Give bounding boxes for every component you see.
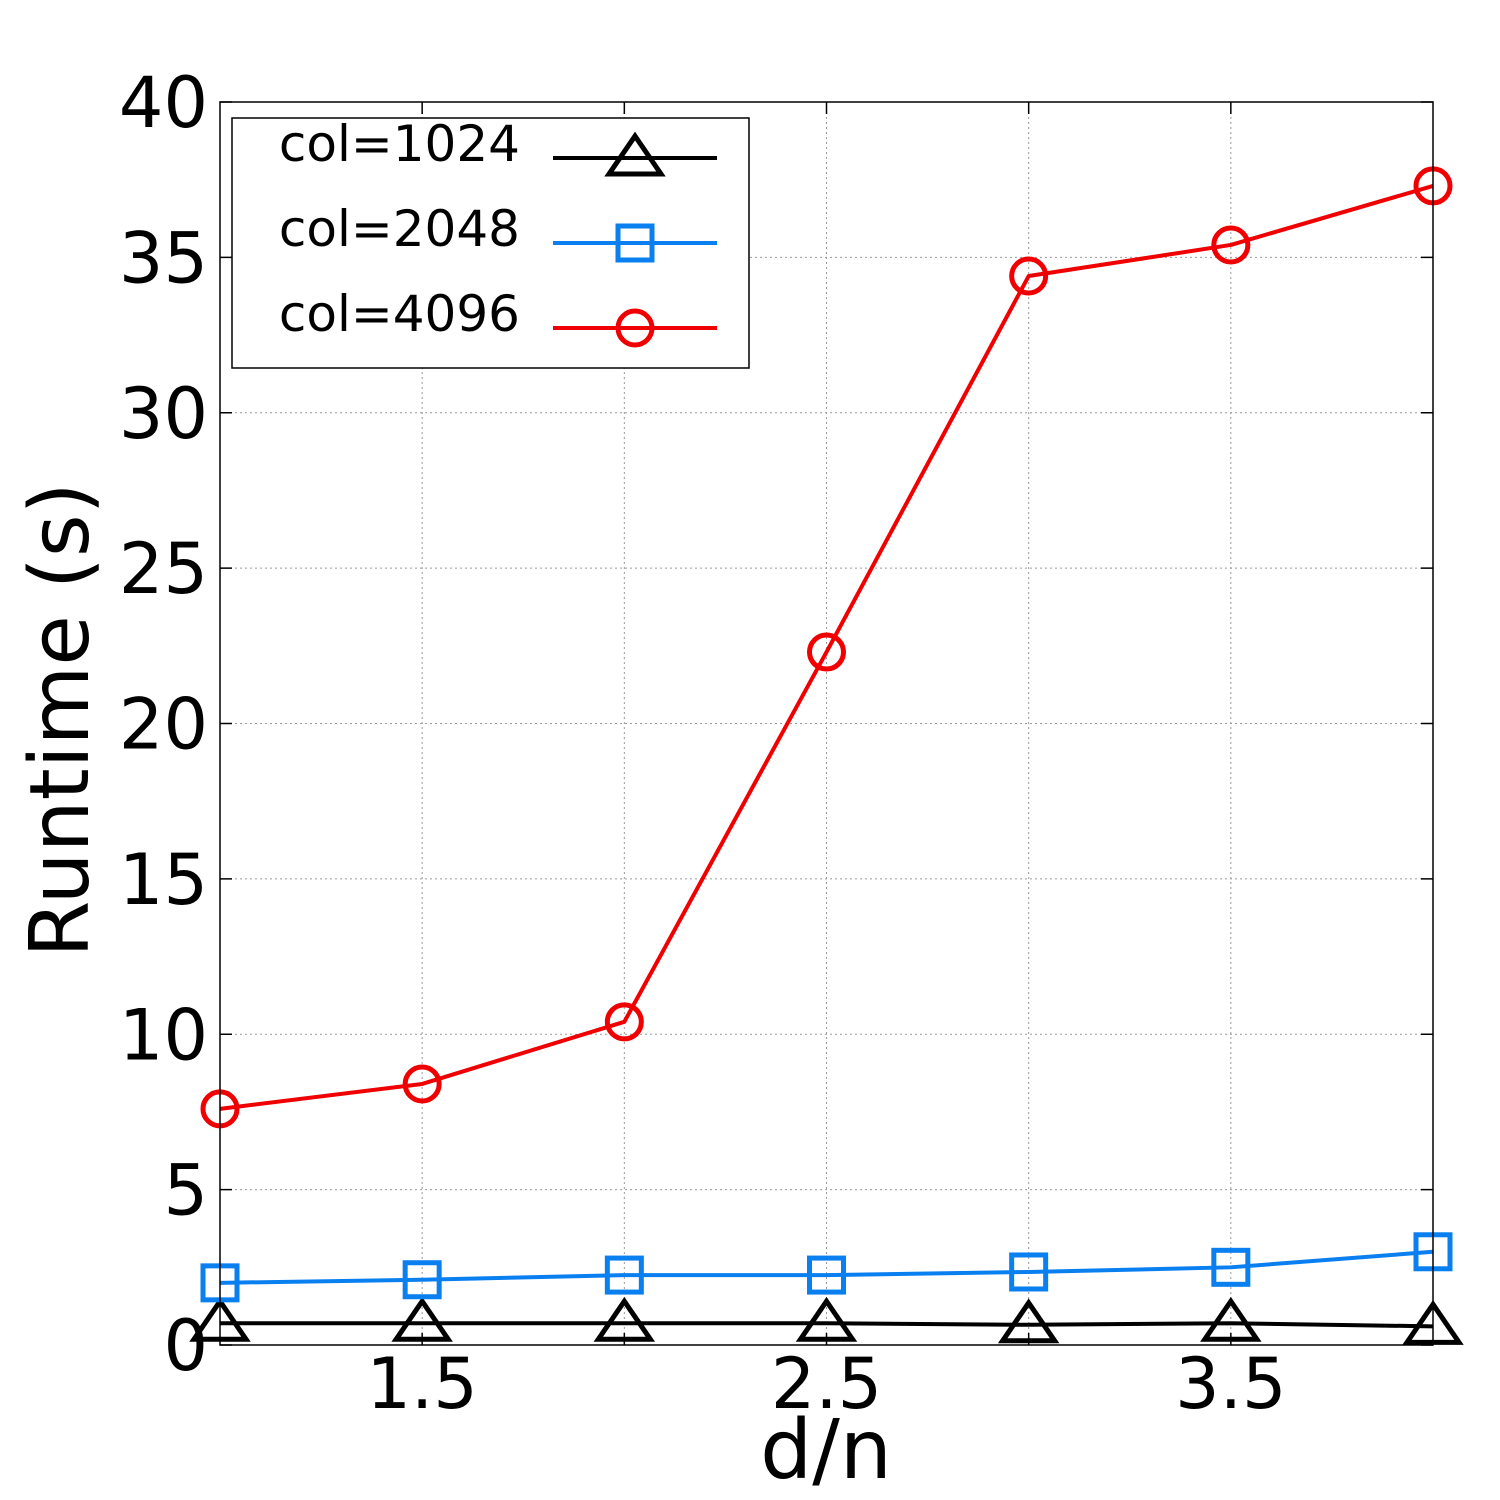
x-axis-title: d/n [760,1403,892,1498]
y-tick-label: 5 [163,1150,208,1232]
square-marker [615,223,655,263]
y-tick-label: 20 [119,684,208,766]
x-tick-label: 3.5 [1175,1343,1286,1425]
circle-marker [604,1002,644,1042]
y-tick-label: 30 [119,373,208,455]
grid [220,102,1433,1345]
y-tick-label: 0 [163,1305,208,1387]
circle-marker [615,308,655,348]
legend: col=1024 col=2048 col=4096 [231,115,750,369]
circle-marker [402,1064,442,1104]
y-tick-label: 10 [119,994,208,1076]
triangle-marker [604,131,666,177]
square-marker [1211,1247,1251,1287]
y-tick-label: 15 [119,839,208,921]
series-line [220,1321,1434,1329]
legend-entry: col=4096 [279,285,717,348]
square-marker [807,1255,846,1295]
square-marker [402,1260,442,1300]
circle-marker [1009,256,1049,296]
y-axis-title: Runtime (s) [13,482,108,957]
y-tick-label: 25 [119,528,208,610]
legend-entry: col=2048 [279,200,717,263]
square-marker [604,1255,644,1295]
legend-entry: col=1024 [279,115,717,177]
circle-marker [807,632,846,672]
ticks: 0 5 10 15 20 25 30 35 40 1.5 2.5 3.5 [119,62,1433,1425]
x-tick-label: 1.5 [367,1343,478,1425]
legend-label: col=1024 [279,115,520,173]
series-line [219,183,1434,1111]
x-tick-label: 2.5 [771,1343,882,1425]
legend-label: col=2048 [279,200,520,258]
series-col=4096 [200,166,1453,1129]
legend-label: col=4096 [279,285,520,343]
legend-items: col=1024 col=2048 col=4096 [279,115,717,348]
square-marker [1009,1252,1049,1292]
y-tick-label: 40 [119,62,208,144]
y-tick-label: 35 [119,217,208,299]
circle-marker [1211,225,1251,265]
series-line [219,1249,1434,1285]
